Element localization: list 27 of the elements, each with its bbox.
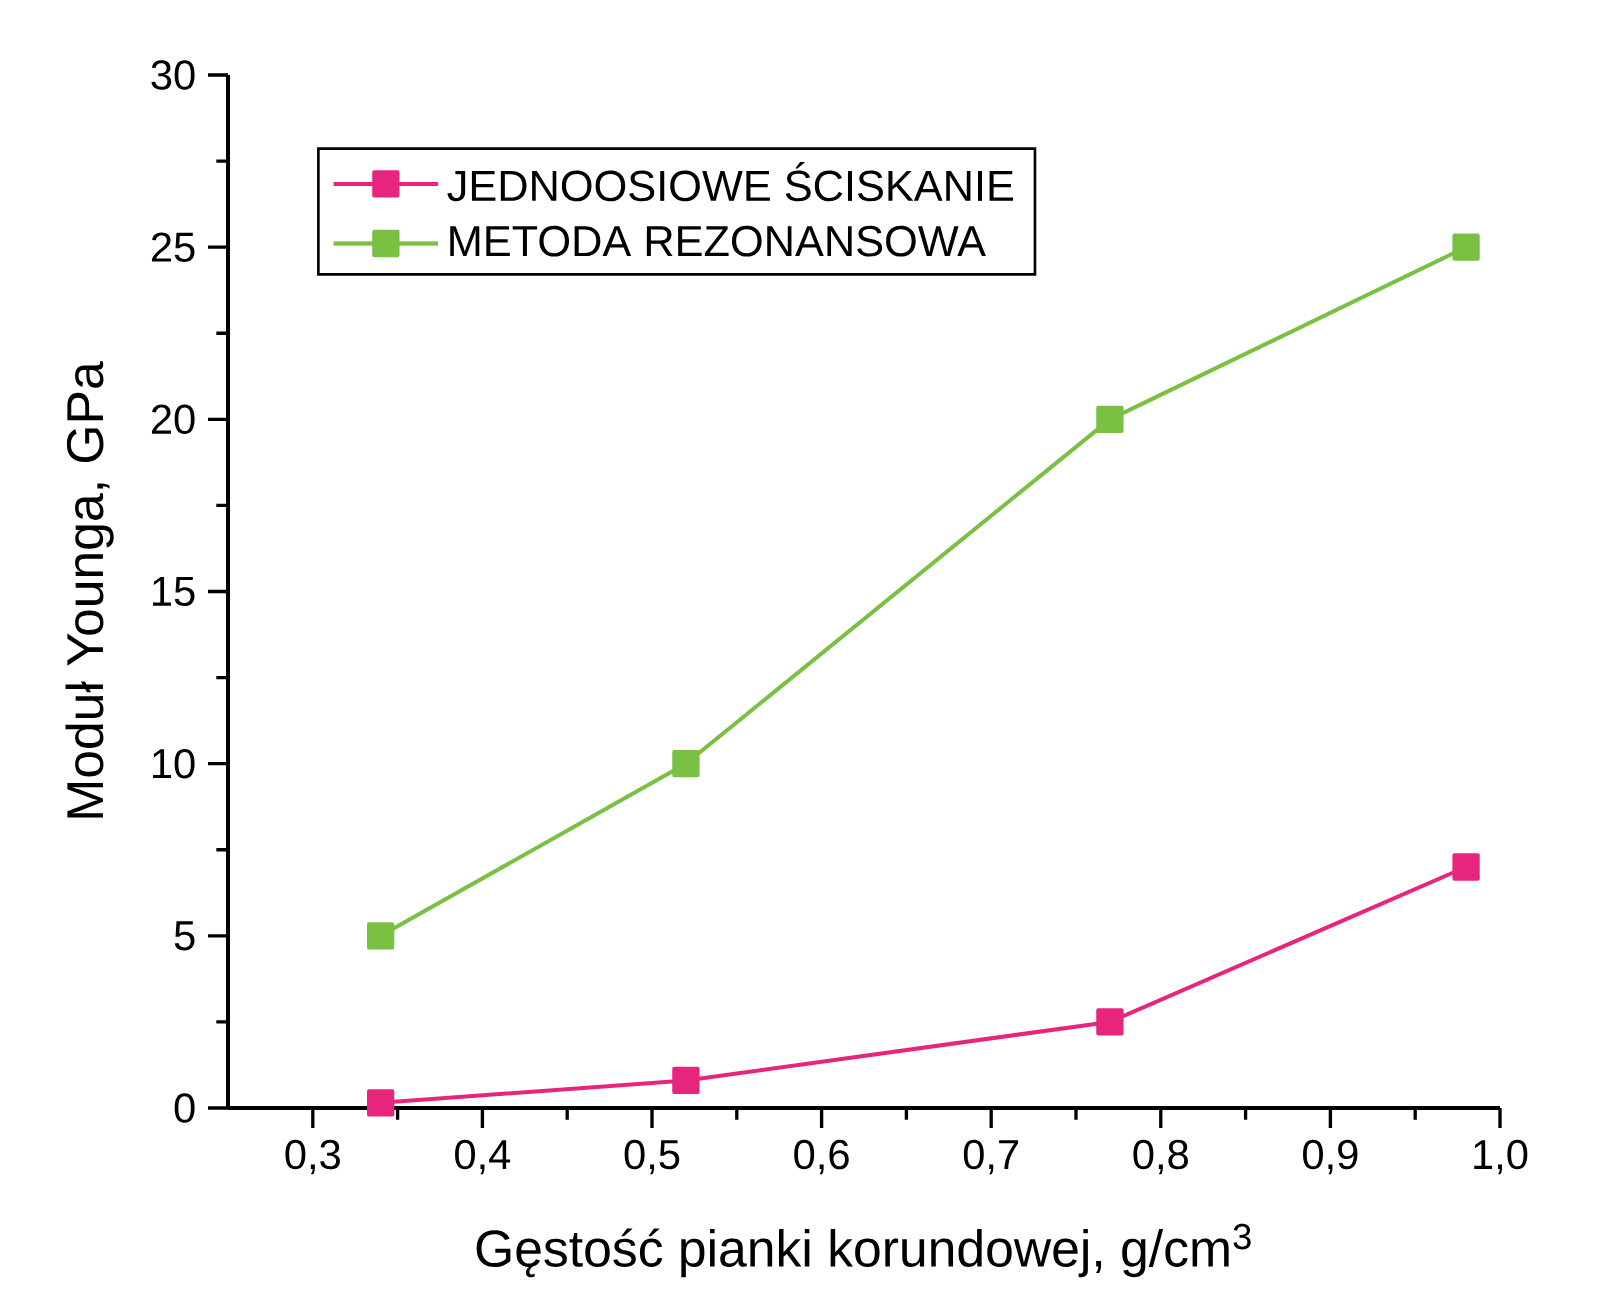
y-tick-label: 30 (151, 60, 195, 90)
point (1096, 405, 1124, 434)
legend-label: JEDNOOSIOWE ŚCISKANIE (447, 162, 1014, 202)
x-tick-label: 1,0 (1474, 1139, 1528, 1175)
point (1096, 1008, 1124, 1036)
y-tick-label: 20 (151, 404, 195, 435)
x-axis-title: Gęstość pianki korundowej, g/cm$^{3}$ (476, 1223, 1251, 1278)
x-tick-label: 0,9 (1303, 1139, 1358, 1175)
point (672, 1066, 700, 1095)
point (672, 750, 700, 778)
point (366, 1089, 395, 1117)
x-tick-label: 0,4 (455, 1139, 511, 1175)
legend-label: METODA REZONANSOWA (450, 225, 986, 257)
x-tick-label: 0,7 (963, 1139, 1019, 1175)
x-tick-label: 0,5 (624, 1139, 680, 1175)
y-tick-label: 10 (153, 748, 195, 779)
x-tick-label: 0,3 (285, 1139, 340, 1175)
y-tick-label: 0 (174, 1093, 195, 1123)
point (1452, 853, 1480, 881)
point (366, 922, 395, 950)
point (1452, 233, 1480, 261)
y-tick-label: 5 (174, 921, 195, 951)
y-tick-label: 25 (151, 232, 195, 262)
y-axis-title: Moduł Younga, GPa (65, 361, 114, 818)
x-tick-label: 0,8 (1133, 1139, 1188, 1175)
y-tick-label: 15 (153, 576, 195, 607)
x-tick-label: 0,6 (794, 1139, 849, 1175)
